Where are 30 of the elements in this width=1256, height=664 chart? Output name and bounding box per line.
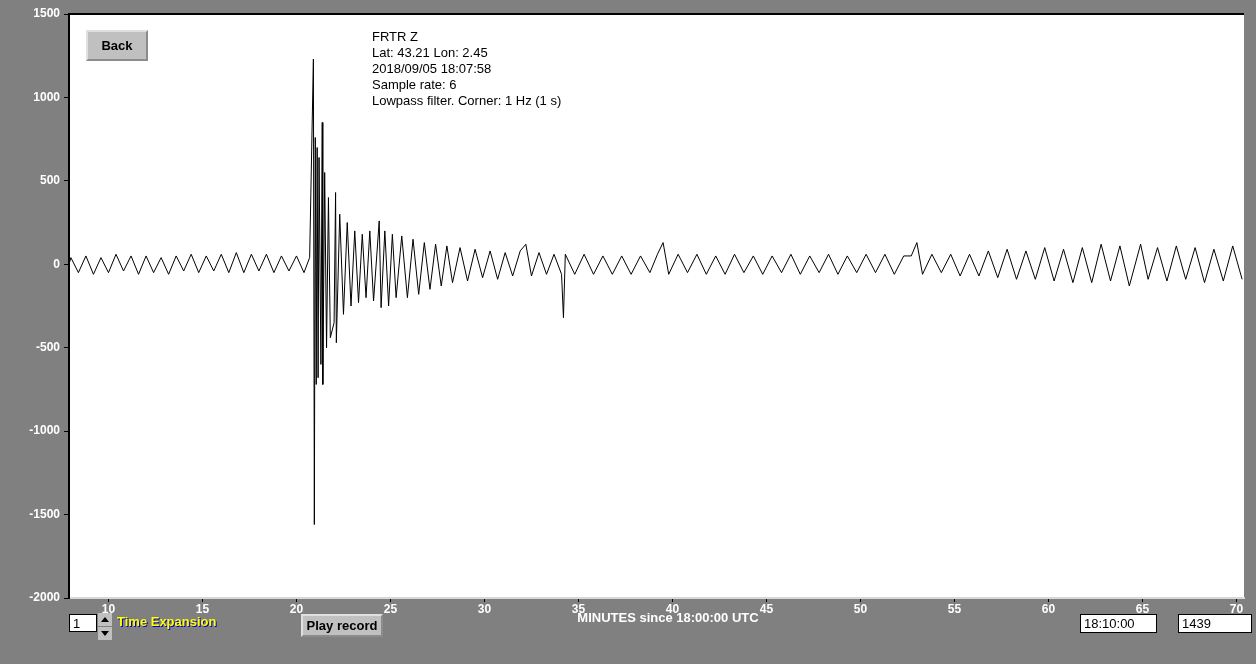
x-tick-label: 30 xyxy=(477,601,492,616)
annotation: 2018/09/05 18:07:58 xyxy=(372,61,493,77)
play-record-button: Play record xyxy=(301,614,383,637)
x-tick-label: 25 xyxy=(383,601,398,616)
y-tick-label: 1500 xyxy=(33,6,61,21)
x-tick-label: 55 xyxy=(947,601,962,616)
annotation: Lat: 43.21 Lon: 2.45 xyxy=(372,45,489,61)
x-tick-label: 20 xyxy=(289,601,304,616)
time-field: 18:10:00 xyxy=(1080,614,1157,633)
x-tick-label: 45 xyxy=(759,601,774,616)
x-tick-label: 60 xyxy=(1041,601,1056,616)
number-field: 1 xyxy=(69,614,97,632)
y-tick-label: -500 xyxy=(35,340,61,355)
y-tick-label: 0 xyxy=(53,256,61,271)
text: Time Expansion xyxy=(117,614,217,629)
y-tick-label: -1500 xyxy=(29,506,61,521)
x-tick-label: 50 xyxy=(853,601,868,616)
annotation: Lowpass filter. Corner: 1 Hz (1 s) xyxy=(372,93,562,109)
x-tick-label: 15 xyxy=(195,601,210,616)
y-tick-label: 1000 xyxy=(33,89,61,104)
y-tick-label: 500 xyxy=(39,173,61,188)
x-tick-label: 10 xyxy=(101,601,116,616)
y-tick-label: -2000 xyxy=(29,590,61,605)
count-field: 1439 xyxy=(1178,614,1252,633)
x-tick-label: 70 xyxy=(1229,601,1244,616)
back-button: Back xyxy=(86,30,148,61)
text: FRTR Z xyxy=(372,29,419,45)
y-tick-label: -1000 xyxy=(29,423,61,438)
x-tick-label: 65 xyxy=(1135,601,1150,616)
annotation: Sample rate: 6 xyxy=(372,77,458,93)
